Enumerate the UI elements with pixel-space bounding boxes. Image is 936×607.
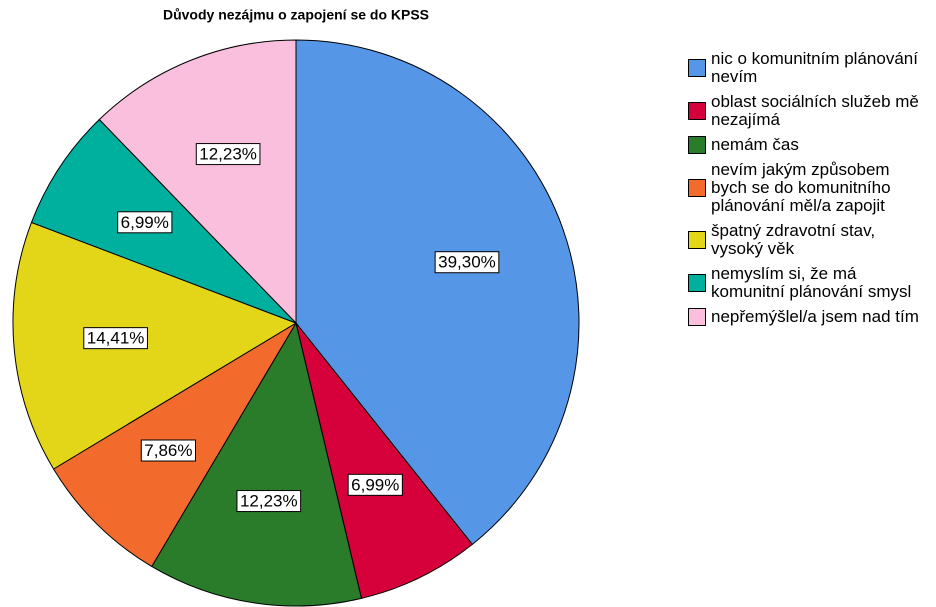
data-label-text: 12,23% [199,145,257,164]
legend-item: nepřemýšlel/a jsem nad tím [688,308,928,326]
legend-swatch [688,179,706,197]
legend-label: nemám čas [711,135,799,154]
legend-swatch [688,308,706,326]
legend-label: nepřemýšlel/a jsem nad tím [711,307,919,326]
data-label-text: 6,99% [351,475,399,494]
pie-slice [98,39,297,325]
data-label-text: 39,30% [438,253,496,272]
chart-title: Důvody nezájmu o zapojení se do KPSS [163,7,429,23]
legend-swatch [688,59,706,77]
data-label: 39,30% [434,251,500,274]
legend-item: nic o komunitním plánování nevím [688,50,928,86]
data-label: 12,23% [195,143,261,166]
legend-item: nevím jakým způsobem bych se do komunitn… [688,161,928,215]
legend-label: nemyslím si, že má komunitní plánování s… [711,264,912,301]
legend-swatch [688,274,706,292]
legend-label: špatný zdravotní stav, vysoký věk [711,221,876,258]
legend-item: oblast sociálních služeb mě nezajímá [688,93,928,129]
legend-label: nic o komunitním plánování nevím [711,49,918,86]
data-label-text: 14,41% [87,329,145,348]
data-label-box [83,327,148,350]
legend-item: nemám čas [688,136,928,154]
data-label-box [140,439,196,462]
pie-slice [295,322,474,599]
legend-item: špatný zdravotní stav, vysoký věk [688,222,928,258]
data-label-text: 6,99% [121,213,169,232]
data-label: 6,99% [117,211,173,234]
data-label: 12,23% [236,490,302,513]
data-label: 7,86% [140,439,196,462]
data-label-box [434,251,500,274]
legend-label: nevím jakým způsobem bych se do komunitn… [711,160,891,215]
legend-swatch [688,231,706,249]
data-label: 6,99% [347,473,403,496]
legend-item: nemyslím si, že má komunitní plánování s… [688,265,928,301]
legend-label: oblast sociálních služeb mě nezajímá [711,92,919,129]
data-label: 14,41% [83,327,148,350]
data-label-box [117,211,173,234]
data-label-text: 7,86% [144,441,192,460]
data-label-box [347,473,403,496]
legend-swatch [688,102,706,120]
data-label-box [195,143,261,166]
pie-slice [151,321,363,607]
pie-slice [12,221,298,470]
data-label-box [236,490,302,513]
legend: nic o komunitním plánování nevím oblast s… [688,50,928,333]
legend-swatch [688,136,706,154]
pie-slice [295,39,580,546]
data-label-text: 12,23% [240,492,298,511]
